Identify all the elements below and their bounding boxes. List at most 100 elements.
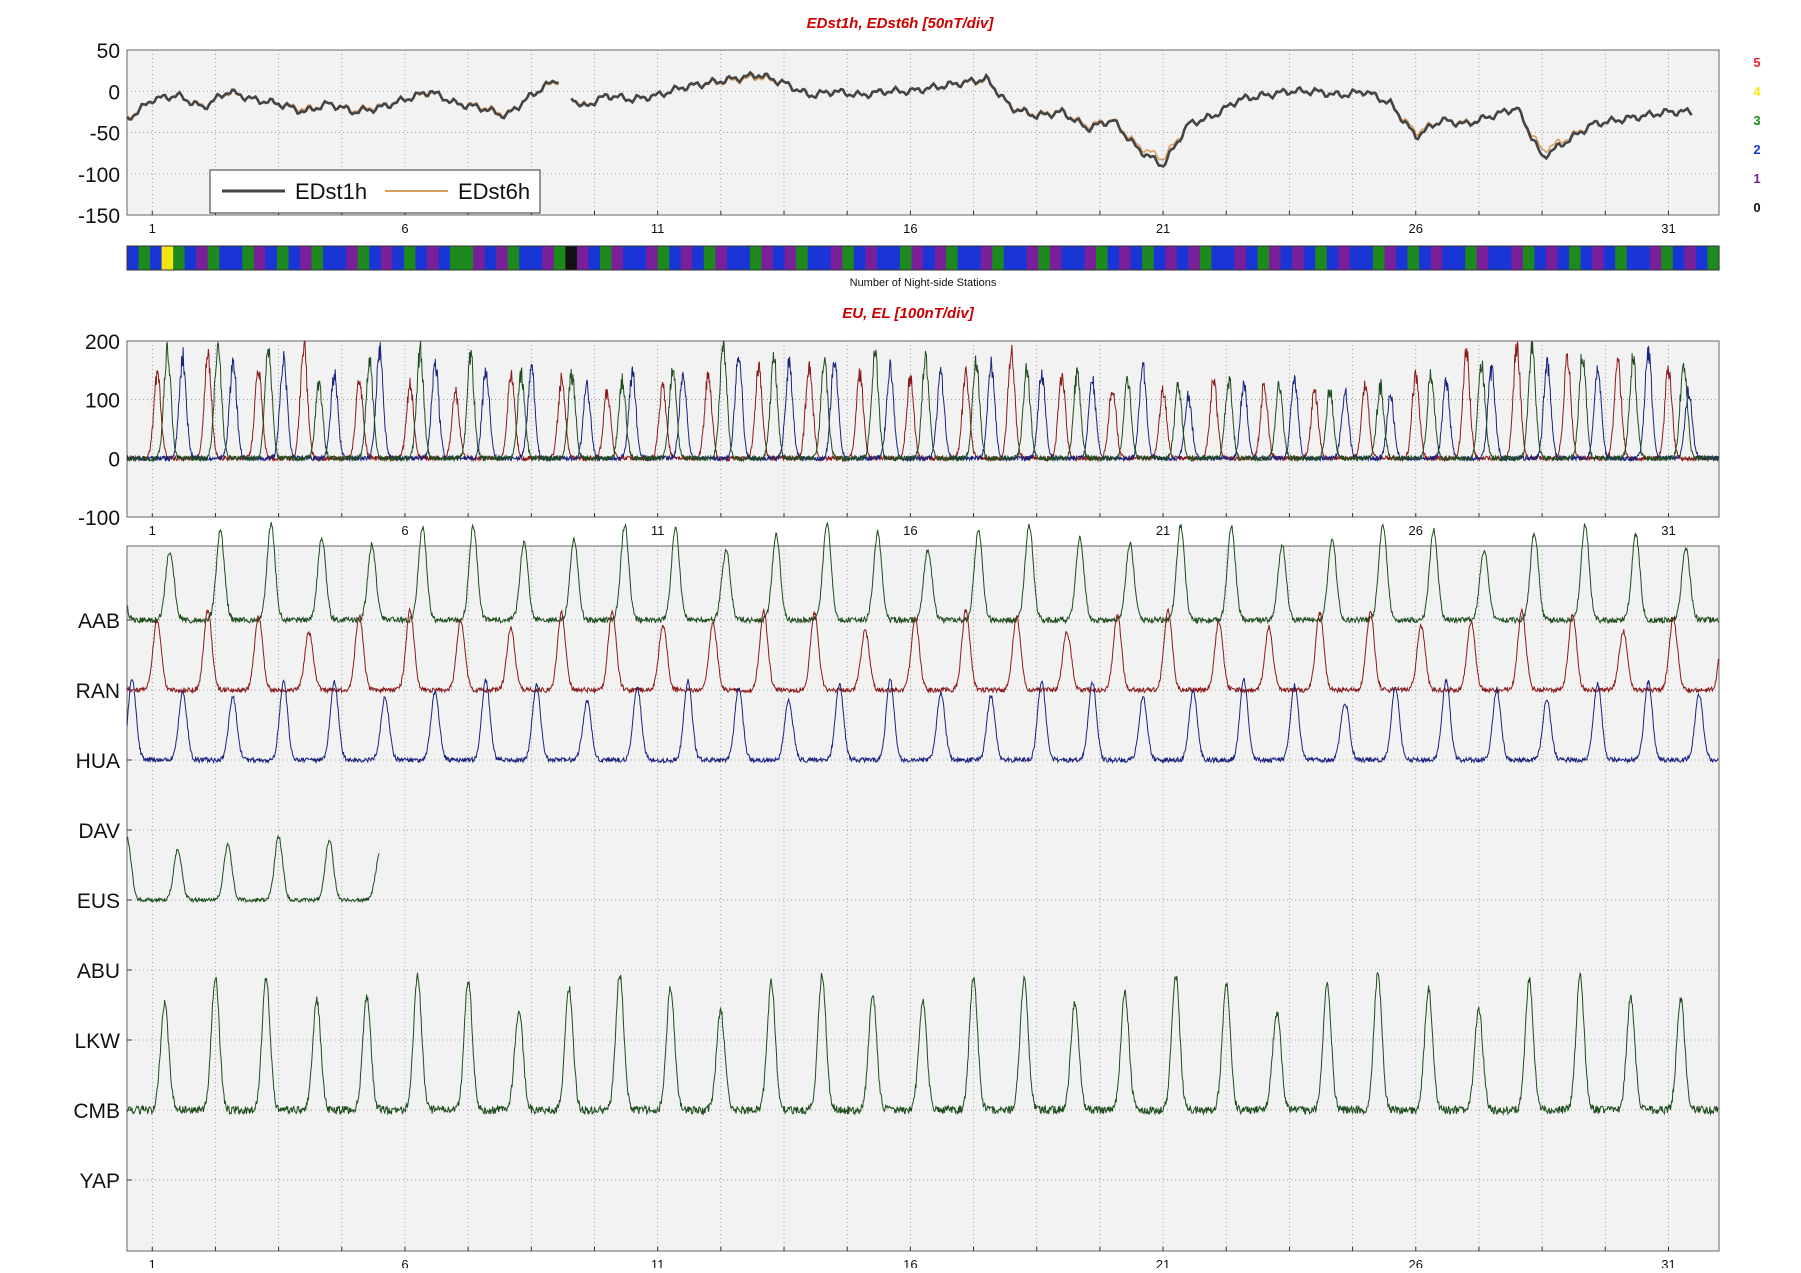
x-tick-label: 16 [903, 1257, 917, 1268]
edst-panel-title: EDst1h, EDst6h [50nT/div] [807, 15, 995, 32]
y-tick-label: 200 [85, 331, 120, 354]
station-count-cell [542, 246, 555, 270]
eu-el-panel-title: EU, EL [100nT/div] [842, 305, 974, 322]
station-count-cell [1072, 246, 1086, 270]
station-count-cell [1407, 246, 1420, 270]
station-count-cell [230, 246, 243, 270]
edst1h-line [126, 79, 559, 121]
station-count-cell [1280, 246, 1293, 270]
station-count-cell [819, 246, 832, 270]
x-tick-label: 21 [1156, 1257, 1170, 1268]
station-count-cell [1015, 246, 1028, 270]
station-count-cell [1661, 246, 1674, 270]
x-tick-label: 26 [1409, 1257, 1423, 1268]
x-tick-label: 31 [1661, 1257, 1675, 1268]
station-count-cell [646, 246, 659, 270]
station-label: DAV [78, 820, 120, 843]
strip-xlabel: Number of Night-side Stations [850, 277, 997, 289]
station-count-cell [588, 246, 601, 270]
station-count-cell [923, 246, 936, 270]
station-count-cell [888, 246, 901, 270]
station-count-cell [1061, 246, 1074, 270]
eu-el-series-lines [126, 340, 1719, 463]
station-count-cell [1303, 246, 1316, 270]
station-count-cell [1038, 246, 1051, 270]
station-count-cell [507, 246, 520, 270]
station-count-cell [461, 246, 474, 270]
station-count-cell [1234, 246, 1247, 270]
station-series-line [126, 971, 1719, 1116]
station-count-cell [161, 246, 174, 270]
station-count-cell [323, 246, 336, 270]
station-count-cell [623, 246, 636, 270]
station-count-cell [403, 246, 417, 270]
station-count-cell [1603, 246, 1616, 270]
legend-edst6h-label: EDst6h [458, 179, 530, 204]
y-tick-label: -50 [90, 123, 120, 146]
station-count-cell [1096, 246, 1109, 270]
station-count-cell [484, 246, 497, 270]
station-count-cell [1188, 246, 1201, 270]
station-label: EUS [77, 890, 120, 913]
station-count-cell [1442, 246, 1455, 270]
x-tick-label: 6 [401, 221, 408, 236]
station-count-cell [496, 246, 509, 270]
y-tick-label: -150 [78, 205, 120, 228]
edst-x-ticks: 1 6 11 16 21 26 31 [149, 211, 1676, 236]
station-count-cell [703, 246, 716, 270]
station-count-cell [1672, 246, 1685, 270]
y-tick-label: 100 [85, 390, 120, 413]
y-tick-label: 50 [97, 40, 120, 63]
station-count-cell [1522, 246, 1536, 270]
eu-el-series-line [126, 340, 1719, 463]
station-count-cell [426, 246, 440, 270]
station-count-cell [207, 246, 220, 270]
station-count-cell [288, 246, 301, 270]
eu-el-x-ticks: 1 6 11 16 21 26 31 [149, 513, 1676, 538]
station-count-cell [1338, 246, 1351, 270]
station-count-cell [842, 246, 855, 270]
station-count-cell [553, 246, 566, 270]
station-count-cell [519, 246, 532, 270]
x-tick-label: 1 [149, 1257, 156, 1268]
station-count-cell [334, 246, 347, 270]
station-count-legend-label: 1 [1753, 171, 1760, 186]
eu-el-y-ticks: 200 100 0 -100 [78, 331, 120, 530]
station-count-cell [807, 246, 820, 270]
station-count-legend-label: 3 [1753, 113, 1760, 128]
station-count-cell [1257, 246, 1270, 270]
station-count-cell [1165, 246, 1178, 270]
station-count-cell [138, 246, 151, 270]
station-count-legend-label: 0 [1753, 200, 1760, 215]
station-count-cell [1246, 246, 1259, 270]
x-tick-label: 6 [401, 1257, 408, 1268]
station-count-cell [957, 246, 970, 270]
station-label: LKW [74, 1030, 120, 1053]
x-tick-label: 6 [401, 523, 408, 538]
station-count-cell [876, 246, 889, 270]
station-count-cell [715, 246, 728, 270]
station-label: YAP [80, 1170, 120, 1193]
station-count-cell [1084, 246, 1097, 270]
station-count-cell [415, 246, 428, 270]
station-count-legend: 5 4 3 2 1 0 [1753, 55, 1761, 215]
edst-legend: EDst1h EDst6h [209, 169, 541, 214]
station-count-cell [634, 246, 647, 270]
station-count-legend-label: 5 [1753, 55, 1760, 70]
station-count-cell [1026, 246, 1039, 270]
station-series-line [126, 522, 1719, 625]
station-count-cell [1153, 246, 1166, 270]
station-count-cell [853, 246, 866, 270]
station-series-lines [126, 522, 1719, 1116]
station-count-cell [173, 246, 186, 270]
y-tick-label: 0 [108, 448, 120, 471]
y-tick-label: -100 [78, 507, 120, 530]
station-count-cell [680, 246, 693, 270]
y-tick-label: 0 [108, 81, 120, 104]
station-count-cell [1372, 246, 1386, 270]
station-count-cell [1130, 246, 1143, 270]
x-tick-label: 11 [651, 221, 665, 236]
legend-edst1h-label: EDst1h [295, 179, 367, 204]
station-count-cell [599, 246, 613, 270]
station-count-cell [946, 246, 959, 270]
